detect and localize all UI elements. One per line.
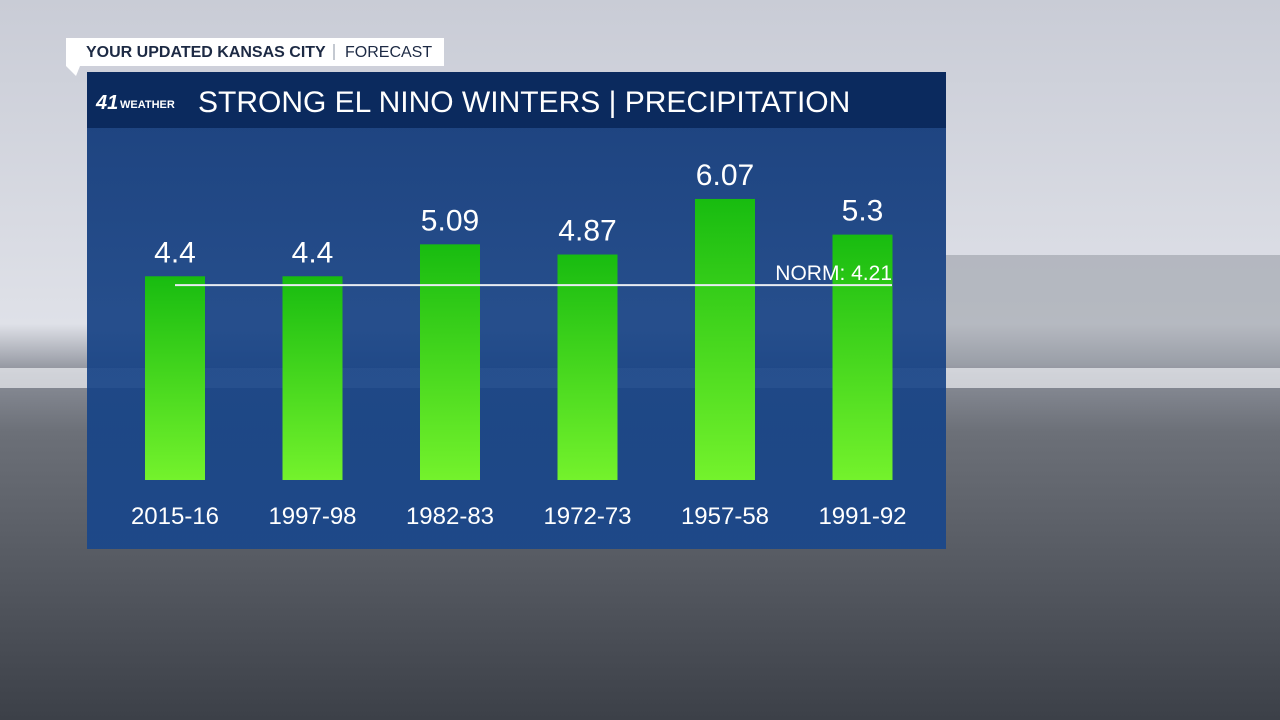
bar — [145, 276, 205, 480]
value-label: 4.87 — [558, 215, 616, 248]
value-label: 6.07 — [696, 159, 754, 192]
value-label: 5.09 — [421, 204, 479, 237]
logo-number: 41 — [95, 92, 118, 114]
panel — [87, 72, 946, 549]
x-tick-label: 1991-92 — [818, 503, 906, 530]
x-tick-label: 1982-83 — [406, 503, 494, 530]
header-title: YOUR UPDATED KANSAS CITY — [86, 44, 326, 61]
stadium — [946, 255, 1280, 365]
value-label: 4.4 — [292, 236, 334, 269]
bar — [557, 254, 618, 480]
bar — [832, 234, 893, 480]
x-tick-label: 2015-16 — [131, 503, 219, 530]
x-tick-label: 1972-73 — [543, 503, 631, 530]
value-label: 5.3 — [842, 195, 884, 228]
header-box — [66, 38, 444, 76]
norm-label: NORM: 4.21 — [775, 262, 892, 285]
bar — [420, 244, 480, 480]
bar — [282, 276, 343, 480]
header-subtitle: FORECAST — [345, 44, 432, 61]
title-bar — [87, 72, 946, 128]
x-tick-label: 1997-98 — [268, 503, 356, 530]
chart-title: STRONG EL NINO WINTERS | PRECIPITATION — [198, 86, 850, 119]
bar — [695, 198, 755, 481]
logo-text: WEATHER — [120, 99, 175, 111]
x-tick-label: 1957-58 — [681, 503, 769, 530]
value-label: 4.4 — [154, 236, 196, 269]
